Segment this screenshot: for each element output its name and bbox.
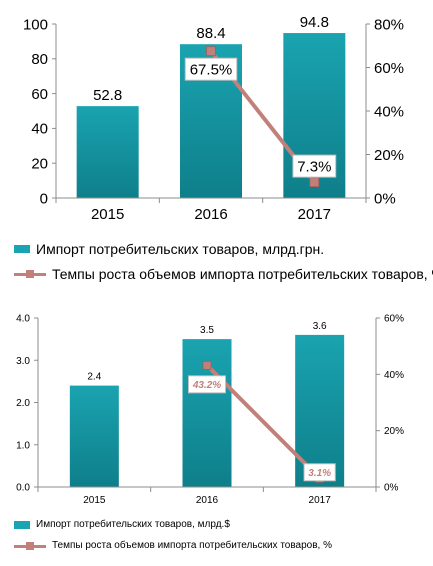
y-left-tick-label: 1.0	[16, 440, 30, 451]
legend-bar-label: Импорт потребительских товаров, млрд.$	[36, 519, 230, 530]
growth-rate-label-box	[303, 463, 336, 482]
y-right-tick-label: 20%	[384, 426, 404, 437]
growth-rate-data-label: 3.1%	[308, 468, 331, 479]
legend-line-swatch	[14, 541, 46, 551]
bar-data-label: 3.6	[313, 321, 327, 332]
y-left-tick-label: 0	[40, 190, 48, 207]
x-tick-label: 2015	[83, 495, 106, 506]
bar-data-label: 94.8	[300, 14, 329, 31]
bar-data-label: 88.4	[196, 25, 225, 42]
growth-rate-marker	[202, 360, 212, 370]
bar-data-label: 3.5	[200, 325, 214, 336]
growth-rate-label-box	[292, 154, 337, 178]
legend-line-uah: Темпы роста объемов импорта потребительс…	[14, 266, 433, 282]
bar-2015	[76, 106, 139, 198]
x-tick-label: 2017	[309, 495, 332, 506]
y-right-tick-label: 40%	[384, 370, 404, 381]
bar-2015	[69, 385, 119, 487]
legend-bar-swatch	[14, 245, 30, 253]
x-tick-label: 2016	[194, 206, 227, 223]
y-right-tick-label: 0%	[374, 190, 396, 207]
legend-bar-usd: Импорт потребительских товаров, млрд.$	[14, 519, 230, 530]
growth-rate-label-box	[184, 57, 238, 81]
y-left-tick-label: 60	[31, 86, 48, 103]
y-right-tick-label: 20%	[374, 147, 404, 164]
y-right-tick-label: 60%	[374, 60, 404, 77]
x-tick-label: 2016	[196, 495, 219, 506]
x-tick-label: 2017	[298, 206, 331, 223]
growth-rate-label-box	[188, 375, 226, 394]
y-left-tick-label: 80	[31, 51, 48, 68]
growth-rate-marker	[309, 177, 320, 188]
legend-line-label: Темпы роста объемов импорта потребительс…	[52, 540, 332, 551]
y-right-tick-label: 40%	[374, 103, 404, 120]
y-left-tick-label: 20	[31, 155, 48, 172]
legend-line-usd: Темпы роста объемов импорта потребительс…	[14, 540, 332, 551]
bar-data-label: 52.8	[93, 87, 122, 104]
y-left-tick-label: 100	[23, 16, 48, 33]
growth-rate-marker	[206, 46, 216, 57]
growth-rate-data-label: 7.3%	[297, 158, 331, 175]
chart-usd: 2.4 3.5 3.6 0.0 1.0 2.0 3.0 4.0 0% 20% 40% 60% 2015 2…	[16, 314, 404, 507]
growth-rate-data-label: 67.5%	[190, 61, 233, 78]
y-right-tick-label: 80%	[374, 16, 404, 33]
y-left-tick-label: 0.0	[16, 483, 30, 494]
y-right-tick-label: 60%	[384, 314, 404, 325]
y-left-tick-label: 2.0	[16, 398, 30, 409]
bar-data-label: 2.4	[87, 372, 101, 383]
y-left-tick-label: 40	[31, 121, 48, 138]
legend-line-swatch	[14, 269, 46, 279]
legend-bar-uah: Импорт потребительских товаров, млрд.грн…	[14, 241, 324, 257]
y-left-tick-label: 3.0	[16, 356, 30, 367]
legend-bar-swatch	[14, 520, 30, 529]
legend-line-label: Темпы роста объемов импорта потребительс…	[52, 266, 433, 282]
legend-bar-label: Импорт потребительских товаров, млрд.грн…	[36, 241, 325, 257]
y-left-tick-label: 4.0	[16, 314, 30, 325]
x-tick-label: 2015	[91, 206, 124, 223]
chart-uah: 52.8 88.4 94.8 0 20 40 60 80 100 0% 20% 40% 60% 80% 20…	[23, 14, 404, 223]
growth-rate-data-label: 43.2%	[192, 380, 221, 391]
y-right-tick-label: 0%	[384, 483, 399, 494]
